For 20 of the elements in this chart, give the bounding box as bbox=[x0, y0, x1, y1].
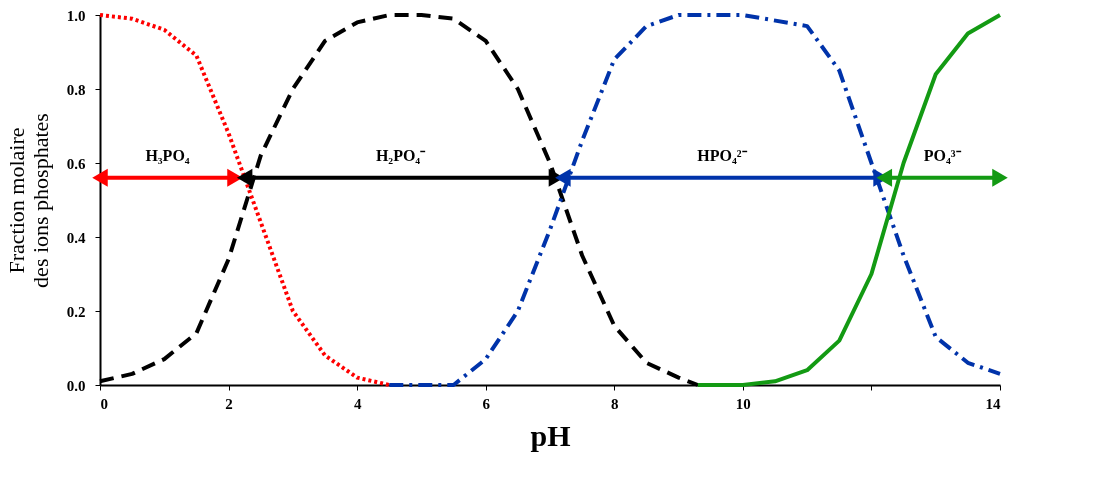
series-label: H₂PO₄⁻ bbox=[375, 146, 427, 164]
series-label: HPO₄²⁻ bbox=[697, 146, 748, 164]
x-tick-label: 8 bbox=[611, 395, 619, 412]
y-tick-label: 0.0 bbox=[66, 377, 86, 394]
x-tick-label: 4 bbox=[353, 395, 362, 412]
line-series bbox=[695, 13, 1002, 387]
y-tick-label: 0.8 bbox=[66, 81, 86, 98]
y-tick-label: 1.0 bbox=[66, 7, 86, 24]
x-tick-label: 6 bbox=[482, 395, 491, 412]
series-label: H₃PO₄ bbox=[145, 146, 190, 164]
y-axis-title: Fraction molaire des ions phosphates bbox=[3, 113, 53, 288]
series-label: PO₄³⁻ bbox=[923, 146, 962, 164]
x-tick-label: 2 bbox=[225, 395, 233, 412]
x-axis-title: pH bbox=[530, 418, 571, 452]
x-tick-label: 10 bbox=[735, 395, 751, 412]
y-tick-label: 0.6 bbox=[66, 155, 86, 172]
x-tick-label: 14 bbox=[985, 395, 1001, 412]
x-tick-label: 0 bbox=[100, 395, 108, 412]
y-tick-label: 0.2 bbox=[66, 303, 86, 320]
y-tick-label: 0.4 bbox=[66, 229, 86, 246]
